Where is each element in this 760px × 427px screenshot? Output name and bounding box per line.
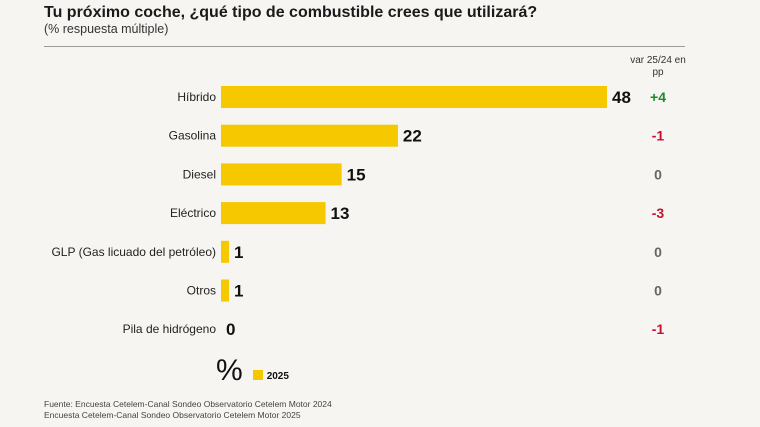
variation-header: var 25/24 en pp [630,55,686,78]
category-label: Híbrido [177,90,216,104]
category-label: Pila de hidrógeno [123,322,217,336]
value-label: 13 [331,204,350,223]
variation-value: 0 [654,244,662,260]
value-label: 22 [403,127,422,146]
value-label: 0 [226,320,235,339]
category-label: Eléctrico [170,206,216,220]
category-label: Otros [187,284,216,298]
category-label: Gasolina [169,129,217,143]
variation-value: -3 [652,205,665,221]
chart-subtitle: (% respuesta múltiple) [44,22,169,36]
legend-swatch [252,370,263,380]
category-label: GLP (Gas licuado del petróleo) [51,245,216,259]
source-note: Fuente: Encuesta Cetelem-Canal Sondeo Ob… [44,399,332,421]
category-label: Diesel [183,167,216,181]
value-label: 15 [347,165,366,184]
bar [221,86,607,108]
chart-title: Tu próximo coche, ¿qué tipo de combustib… [44,4,538,21]
value-label: 48 [612,88,631,107]
value-label: 1 [234,243,243,262]
bar [221,163,342,186]
bar [221,240,230,263]
source-line-2: Encuesta Cetelem-Canal Sondeo Observator… [44,410,301,420]
percent-symbol: % [216,354,243,387]
source-line-1: Fuente: Encuesta Cetelem-Canal Sondeo Ob… [44,399,332,409]
bar [221,124,398,147]
variation-value: 0 [654,283,662,299]
value-label: 1 [234,282,243,301]
variation-value: +4 [650,89,666,105]
bar [221,279,230,302]
legend: % 2025 [216,352,289,386]
legend-label: 2025 [266,371,289,382]
variation-value: -1 [652,128,665,144]
variation-value: -1 [652,321,665,337]
variation-value: 0 [654,166,662,182]
top-divider [44,46,685,47]
bar [221,202,326,225]
